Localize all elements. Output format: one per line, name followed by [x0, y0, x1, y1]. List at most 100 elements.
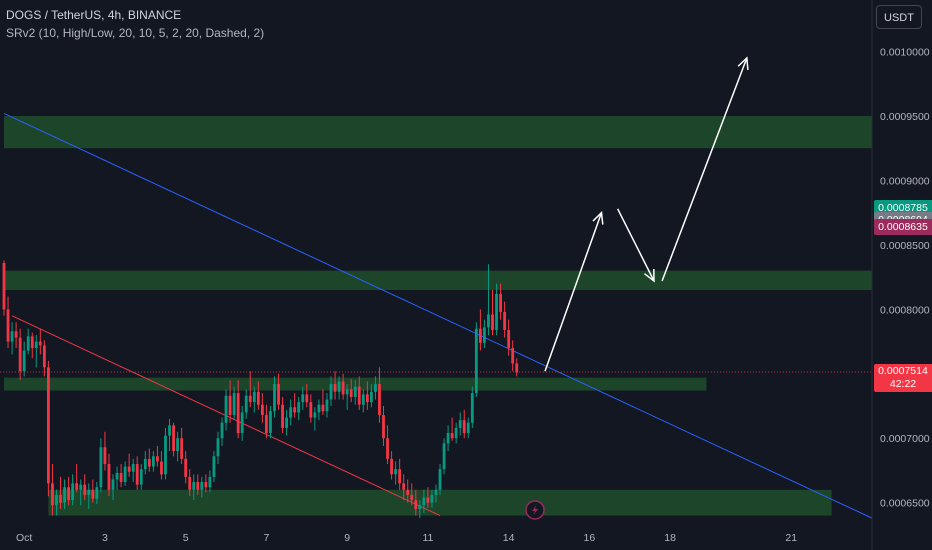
candle [127, 453, 131, 477]
candle [478, 309, 482, 351]
candle-body [309, 402, 313, 418]
candle [91, 479, 95, 503]
candle [204, 474, 208, 493]
candle [329, 376, 333, 406]
candle-body [491, 314, 494, 330]
candle [26, 328, 30, 355]
candle-body [22, 350, 26, 372]
candle [228, 380, 232, 423]
time-axis[interactable]: Oct 3 5 7 9 11 14 16 18 21 [16, 532, 797, 544]
chart-title: DOGS / TetherUS, 4h, BINANCE [6, 8, 182, 22]
candle-body [131, 464, 135, 472]
candle-body [34, 341, 38, 348]
candle [317, 399, 321, 421]
candle-body [369, 391, 373, 403]
candle [216, 431, 220, 464]
candle [325, 393, 329, 418]
arrowhead-2 [737, 56, 749, 71]
currency-button[interactable]: USDT [876, 5, 922, 29]
candle-body [434, 489, 438, 495]
candle [236, 380, 240, 439]
candle-body [466, 422, 470, 434]
candle [30, 332, 34, 359]
candle-body [446, 433, 450, 444]
candle-body [103, 447, 107, 464]
candle [196, 474, 200, 495]
price-tick-label: 0.0008500 [880, 240, 930, 252]
candle [434, 484, 438, 503]
candle-body [313, 412, 317, 418]
candle [374, 376, 377, 400]
candle [151, 451, 155, 472]
time-tick-label: 14 [503, 532, 515, 544]
candle [265, 404, 268, 439]
candle [95, 482, 99, 504]
price-tick-label: 0.0008000 [880, 304, 930, 316]
bolt-icon[interactable] [525, 500, 545, 520]
candle-body [95, 487, 99, 499]
candle [248, 371, 252, 408]
candle-body [10, 331, 14, 342]
candle-body [232, 393, 236, 416]
candle [410, 483, 414, 506]
candle-body [79, 484, 83, 490]
candle [277, 373, 280, 410]
candle [220, 417, 224, 446]
candle [454, 422, 458, 444]
candle [147, 448, 151, 472]
candle [256, 381, 260, 410]
time-tick-label: 5 [183, 532, 189, 544]
price-tick-label: 0.0009500 [880, 111, 930, 123]
candle-body [277, 384, 280, 405]
candle-body [59, 494, 62, 503]
candle [446, 425, 450, 452]
trendline-0 [3, 112, 873, 519]
candle [10, 322, 14, 355]
candle-body [192, 482, 196, 490]
candle [353, 380, 357, 405]
candle-body [487, 314, 490, 328]
candle [462, 409, 466, 439]
candle [176, 431, 180, 462]
time-tick-label: 9 [344, 532, 350, 544]
candle-body [382, 415, 385, 439]
indicator-legend[interactable]: SRv2 (10, High/Low, 20, 10, 5, 2, 20, Da… [6, 26, 265, 40]
candlesticks [0, 260, 872, 519]
candle-body [378, 384, 381, 416]
candle [156, 445, 159, 467]
candle [123, 461, 127, 486]
candle-body [224, 395, 228, 423]
candle [59, 476, 62, 510]
candle [495, 283, 498, 336]
candle [305, 384, 309, 408]
candle-body [265, 415, 268, 434]
candle [503, 301, 507, 338]
candle-body [188, 476, 192, 490]
price-tick-label: 0.0007000 [880, 433, 930, 445]
candle-body [325, 399, 329, 412]
candle [333, 371, 337, 400]
candle-body [71, 483, 75, 501]
candle [71, 474, 75, 506]
candle [208, 470, 212, 493]
candle-body [511, 348, 515, 364]
candle-body [438, 469, 442, 490]
candle-body [18, 337, 22, 372]
candle-body [212, 456, 216, 477]
candle-body [353, 386, 357, 397]
price-tag: 0.0008635 [874, 219, 932, 236]
candle [341, 373, 345, 400]
candle-body [273, 384, 276, 412]
candle-body [333, 384, 337, 392]
candle-body [184, 458, 188, 477]
candle-body [357, 386, 361, 405]
candle-body [260, 404, 264, 416]
candle [111, 474, 115, 501]
time-tick-label: 3 [102, 532, 108, 544]
candle-body [196, 482, 200, 490]
candle [139, 464, 143, 490]
projection-segment-0 [544, 212, 603, 372]
price-tick-label: 0.0010000 [880, 47, 930, 59]
candle-body [107, 464, 111, 490]
